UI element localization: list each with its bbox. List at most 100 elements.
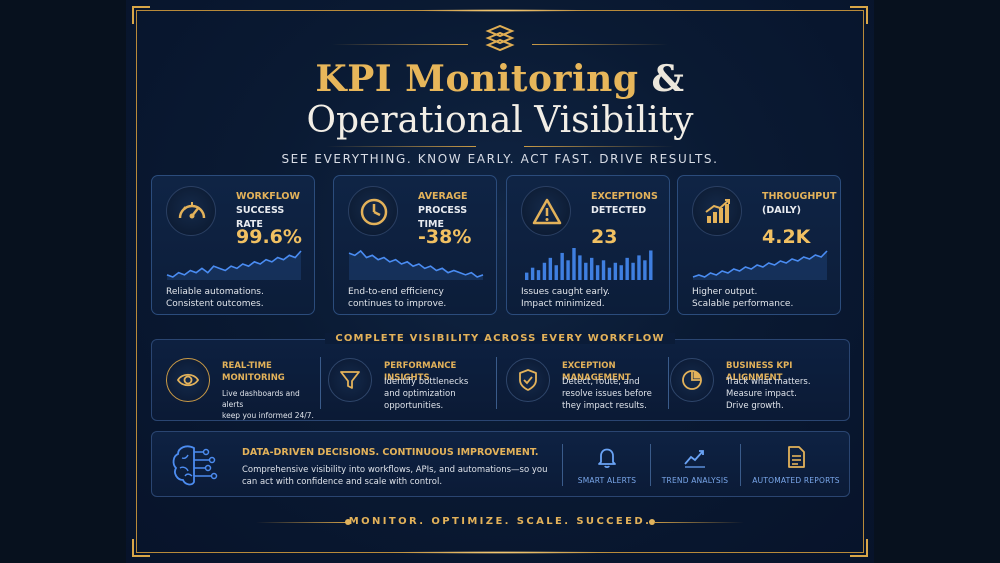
sparkline-bar: [613, 262, 618, 280]
trend-analysis-item[interactable]: TREND ANALYSIS: [650, 432, 740, 498]
page-title: KPI Monitoring &: [315, 58, 685, 100]
kpi-icon-circle: [348, 186, 398, 236]
bottom-divider: [650, 444, 651, 486]
sparkline-bar: [619, 265, 623, 280]
kpi-value: -38%: [418, 226, 472, 248]
feature-description: Identify bottlenecks and optimization oppo…: [384, 377, 469, 411]
feature-title: PERFORMANCE INSIGHTS: [384, 361, 457, 383]
kpi-description: Higher output. Scalable performance.: [692, 287, 794, 309]
document-icon: [788, 446, 805, 468]
sparkline-bar: [572, 248, 576, 280]
sparkline-bar: [530, 267, 535, 280]
feature-title: EXCEPTION MANAGEMENT: [562, 361, 631, 383]
pie-chart-icon: [682, 370, 702, 390]
kpi-description: End-to-end efficiency continues to improv…: [348, 287, 447, 309]
tagline: SEE EVERYTHING. KNOW EARLY. ACT FAST. DR…: [281, 152, 719, 166]
automated-reports-item[interactable]: AUTOMATED REPORTS: [746, 432, 846, 498]
frame-corner: [132, 539, 150, 557]
clock-icon: [360, 198, 388, 226]
bar-chart-icon: [705, 199, 730, 223]
kpi-icon-circle: [521, 186, 571, 236]
kpi-description: Issues caught early. Impact minimized.: [521, 287, 610, 309]
feature-business-kpi-alignment[interactable]: BUSINESS KPI ALIGNMENT Track what matter…: [656, 340, 846, 422]
bottom-panel: DATA-DRIVEN DECISIONS. CONTINUOUS IMPROV…: [151, 431, 850, 497]
sparkline-bar: [554, 265, 558, 280]
sparkline-line: [348, 249, 484, 278]
warning-icon: [532, 198, 562, 225]
kpi-bar-sparkline: [525, 248, 653, 280]
mini-label: SMART ALERTS: [577, 476, 637, 485]
kpi-label: AVERAGE PROCESS TIME: [418, 191, 468, 230]
kpi-value: 4.2K: [762, 226, 811, 248]
speedometer-icon: [178, 202, 206, 219]
sparkline-bar: [590, 257, 594, 280]
sparkline-bar: [578, 255, 582, 280]
bottom-title: DATA-DRIVEN DECISIONS. CONTINUOUS IMPROV…: [242, 447, 539, 458]
kpi-icon-circle: [166, 186, 216, 236]
smart-alerts-item[interactable]: SMART ALERTS: [562, 432, 652, 498]
header-divider-right: [532, 44, 668, 45]
feature-divider: [496, 357, 497, 409]
bottom-glow: [386, 551, 614, 554]
sparkline-bar: [536, 270, 541, 280]
feature-title: BUSINESS KPI ALIGNMENT: [726, 361, 793, 383]
eye-icon: [176, 373, 200, 387]
feature-icon-circle: [506, 358, 550, 402]
kpi-card-throughput[interactable]: THROUGHPUT (DAILY) 4.2K Higher output. Sca…: [677, 175, 841, 315]
kpi-card-success-rate[interactable]: WORKFLOW SUCCESS RATE 99.6% Reliable auto…: [151, 175, 315, 315]
frame-corner: [850, 539, 868, 557]
sparkline-bar: [643, 260, 647, 280]
mini-label: AUTOMATED REPORTS: [752, 476, 840, 485]
section-title: COMPLETE VISIBILITY ACROSS EVERY WORKFLO…: [126, 333, 874, 344]
feature-icon-circle: [328, 358, 372, 402]
features-strip: REAL-TIME MONITORING Live dashboards and…: [151, 339, 850, 421]
kpi-value: 99.6%: [236, 226, 302, 248]
tagline-divider-right: [524, 146, 674, 147]
footer-slogan: MONITOR. OPTIMIZE. SCALE. SUCCEED.: [348, 516, 652, 527]
kpi-sparkline: [166, 250, 302, 280]
footer-divider-left: [256, 522, 346, 523]
sparkline-bar: [625, 257, 629, 280]
sparkline-bar: [584, 262, 588, 280]
trend-icon: [684, 450, 705, 468]
kpi-label: THROUGHPUT (DAILY): [762, 191, 837, 216]
feature-description: Detect, route, and resolve issues before t…: [562, 377, 652, 411]
kpi-card-exceptions[interactable]: EXCEPTIONS DETECTED 23 Issues caught earl…: [506, 175, 670, 315]
header-divider-left: [332, 44, 468, 45]
footer-dot: [649, 519, 655, 525]
mini-label: TREND ANALYSIS: [661, 476, 729, 485]
feature-icon-circle: [670, 358, 714, 402]
feature-title: REAL-TIME MONITORING: [222, 361, 285, 383]
feature-icon-circle: [166, 358, 210, 402]
sparkline-bar: [560, 252, 564, 280]
sparkline-bar: [631, 262, 635, 280]
kpi-card-process-time[interactable]: AVERAGE PROCESS TIME -38% End-to-end effi…: [333, 175, 497, 315]
kpi-sparkline: [692, 250, 828, 280]
feature-divider: [320, 357, 321, 409]
poster: KPI Monitoring & Operational Visibility …: [126, 0, 874, 563]
feature-performance-insights[interactable]: PERFORMANCE INSIGHTS Identify bottleneck…: [314, 340, 490, 422]
logo-icon: [485, 25, 515, 52]
sparkline-line: [692, 250, 828, 278]
kpi-value: 23: [591, 226, 618, 248]
bottom-divider: [740, 444, 741, 486]
footer-divider-right: [654, 522, 744, 523]
sparkline-area: [167, 251, 301, 280]
sparkline-bar: [566, 260, 570, 280]
sparkline-bar: [607, 267, 612, 280]
sparkline-bar: [525, 272, 529, 280]
feature-divider: [668, 357, 669, 409]
tagline-divider-left: [326, 146, 476, 147]
feature-real-time-monitoring[interactable]: REAL-TIME MONITORING Live dashboards and…: [152, 340, 322, 422]
kpi-label: WORKFLOW SUCCESS RATE: [236, 191, 300, 230]
bell-icon: [598, 448, 616, 469]
brain-circuit-icon: [172, 445, 218, 486]
shield-check-icon: [519, 369, 537, 391]
sparkline-bar: [542, 262, 547, 280]
sparkline-line: [166, 250, 302, 278]
feature-exception-management[interactable]: EXCEPTION MANAGEMENT Detect, route, and r…: [492, 340, 668, 422]
feature-description: Track what matters. Measure impact. Drive …: [726, 377, 811, 411]
frame-corner: [132, 6, 150, 24]
feature-description: Live dashboards and alerts keep you infor…: [222, 389, 314, 420]
sparkline-bar: [637, 255, 641, 280]
